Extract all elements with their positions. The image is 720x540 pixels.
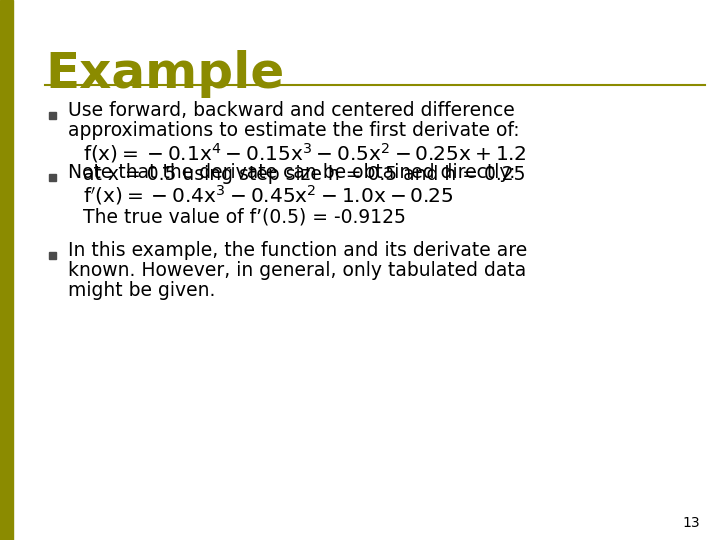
Text: The true value of f’(0.5) = -0.9125: The true value of f’(0.5) = -0.9125 [83,207,406,226]
Text: Note that the derivate can be obtained directly:: Note that the derivate can be obtained d… [68,164,516,183]
Text: Example: Example [45,50,284,98]
Bar [48,252,55,259]
Text: approximations to estimate the first derivate of:: approximations to estimate the first der… [68,122,520,140]
Text: known. However, in general, only tabulated data: known. However, in general, only tabulat… [68,261,526,280]
Text: 13: 13 [683,516,700,530]
Text: at x = 0.5 using step size h = 0.5 and h = 0.25: at x = 0.5 using step size h = 0.5 and h… [83,165,526,185]
Bar [48,173,55,180]
Text: $\mathsf{f(x) = -0.1x^4 - 0.15x^3 - 0.5x^2 - 0.25x + 1.2}$: $\mathsf{f(x) = -0.1x^4 - 0.15x^3 - 0.5x… [83,141,526,165]
Text: $\mathsf{f'(x) = -0.4x^3 - 0.45x^2 - 1.0x - 0.25}$: $\mathsf{f'(x) = -0.4x^3 - 0.45x^2 - 1.0… [83,183,454,207]
Text: might be given.: might be given. [68,281,215,300]
Text: Use forward, backward and centered difference: Use forward, backward and centered diffe… [68,102,515,120]
Text: In this example, the function and its derivate are: In this example, the function and its de… [68,241,527,260]
Bar [0,0,13,540]
Bar [48,111,55,118]
